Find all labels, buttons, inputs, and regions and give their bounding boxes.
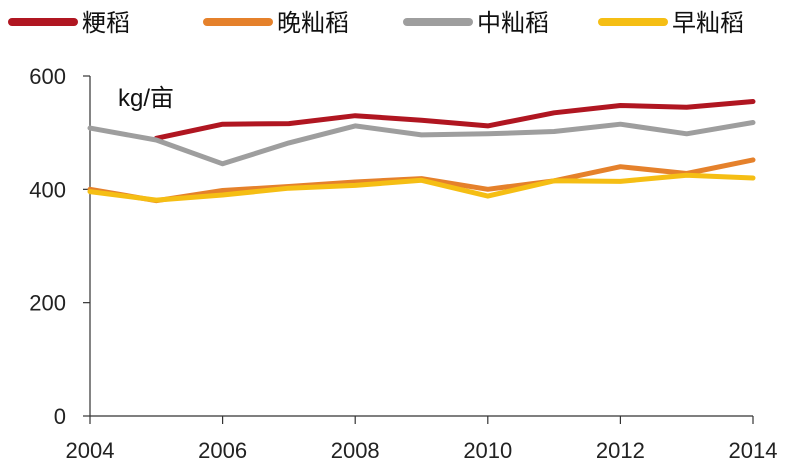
y-tick-label: 0 bbox=[54, 404, 66, 429]
legend-label: 晚籼稻 bbox=[277, 9, 349, 37]
series-line-3 bbox=[87, 120, 756, 167]
series-group bbox=[87, 99, 756, 204]
series-line-1 bbox=[153, 99, 756, 141]
x-tick-label: 2014 bbox=[729, 438, 778, 463]
series-line-4 bbox=[87, 172, 756, 203]
unit-label: kg/亩 bbox=[118, 85, 174, 112]
legend-label: 粳稻 bbox=[82, 9, 130, 37]
x-ticks: 2004 2006 2008 2010 2012 2014 bbox=[66, 416, 778, 463]
x-tick-label: 2012 bbox=[596, 438, 645, 463]
legend: 粳稻 晚籼稻 中籼稻 早籼稻 bbox=[8, 9, 744, 37]
y-ticks: 0 200 400 600 bbox=[29, 64, 90, 429]
legend-label: 早籼稻 bbox=[672, 9, 744, 37]
x-tick-label: 2010 bbox=[463, 438, 512, 463]
y-tick-label: 200 bbox=[29, 291, 66, 316]
x-tick-label: 2006 bbox=[198, 438, 247, 463]
y-tick-label: 400 bbox=[29, 177, 66, 202]
axes bbox=[89, 76, 753, 417]
x-tick-label: 2004 bbox=[66, 438, 115, 463]
x-tick-label: 2008 bbox=[331, 438, 380, 463]
y-tick-label: 600 bbox=[29, 64, 66, 89]
legend-label: 中籼稻 bbox=[477, 9, 549, 37]
